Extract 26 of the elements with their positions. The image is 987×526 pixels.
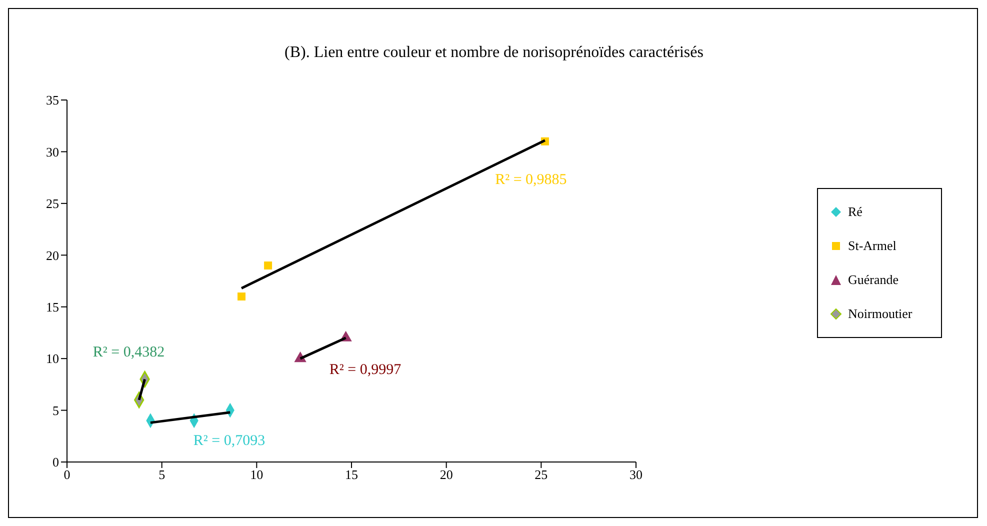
x-tick-label: 5	[158, 467, 166, 482]
y-tick-label: 20	[46, 248, 59, 263]
x-tick-label: 15	[345, 467, 358, 482]
annotation: R² = 0,9885	[495, 172, 567, 188]
x-tick-label: 20	[440, 467, 453, 482]
point	[264, 261, 272, 270]
x-tick-label: 30	[630, 467, 642, 482]
legend-label: Noirmoutier	[848, 306, 912, 322]
chart-title: (B). Lien entre couleur et nombre de norisoprénoïdes caractérisés	[284, 44, 704, 62]
y-tick-label: 15	[46, 299, 59, 314]
point	[237, 292, 246, 301]
annotation: R² = 0,4382	[92, 344, 165, 361]
legend-label: Guérande	[848, 272, 899, 288]
x-tick-label: 25	[534, 467, 548, 482]
y-tick-label: 10	[46, 351, 59, 366]
y-tick-label: 5	[52, 402, 59, 418]
annotation: R² = 0,9997	[329, 362, 402, 378]
annotation: R² = 0,7093	[193, 432, 266, 449]
y-tick-label: 25	[46, 196, 59, 212]
y-tick-label: 0	[52, 454, 59, 470]
x-tick-label: 10	[250, 467, 264, 482]
y-tick-label: 35	[46, 92, 59, 108]
y-tick-label: 30	[46, 144, 59, 160]
legend-label: St-Armel	[848, 238, 896, 254]
legend-label: Ré	[848, 204, 862, 220]
x-tick-label: 0	[64, 467, 70, 482]
